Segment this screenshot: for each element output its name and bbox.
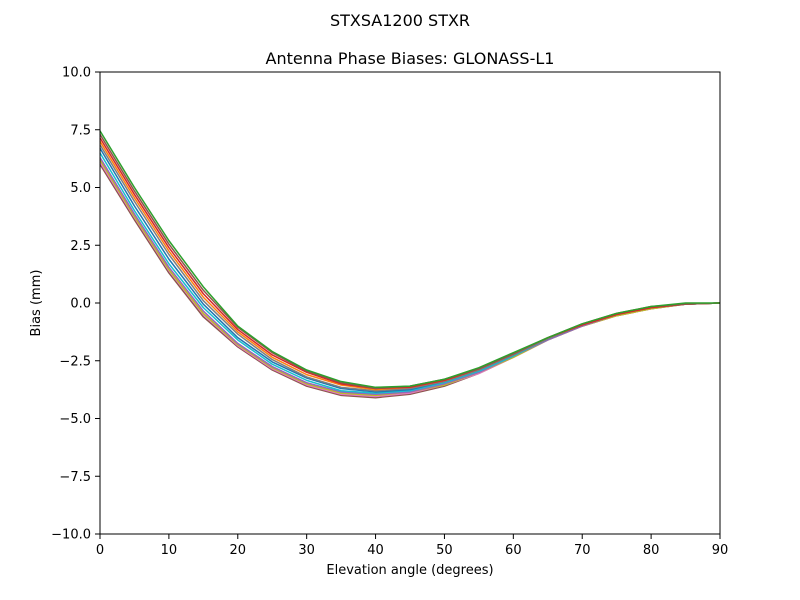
- y-tick-label: −2.5: [59, 354, 91, 369]
- series-line-7: [99, 144, 721, 392]
- series-layer: [99, 130, 721, 399]
- x-tick-label: 30: [298, 543, 315, 558]
- y-tick-label: 10.0: [62, 66, 91, 81]
- x-tick-label: 70: [574, 543, 591, 558]
- series-line-9: [99, 137, 721, 390]
- y-tick-label: −7.5: [59, 470, 91, 485]
- y-tick-label: 5.0: [70, 181, 91, 196]
- x-tick-label: 60: [505, 543, 522, 558]
- series-line-6: [99, 147, 721, 393]
- x-axis-ticks: 0 10 20 30 40 50 60 70 80 90: [96, 534, 728, 558]
- x-tick-label: 50: [436, 543, 453, 558]
- x-tick-label: 40: [367, 543, 384, 558]
- y-axis-label: Bias (mm): [29, 270, 44, 337]
- x-axis-label: Elevation angle (degrees): [326, 563, 493, 578]
- x-tick-label: 80: [643, 543, 660, 558]
- chart-title: Antenna Phase Biases: GLONASS-L1: [266, 49, 555, 68]
- y-tick-label: −10.0: [51, 528, 91, 543]
- x-tick-label: 0: [96, 543, 104, 558]
- x-tick-label: 90: [712, 543, 729, 558]
- y-axis-ticks: −10.0 −7.5 −5.0 −2.5 0.0 2.5 5.0 7.5 10.0: [51, 66, 100, 543]
- series-line-11: [99, 130, 720, 389]
- x-tick-label: 10: [161, 543, 178, 558]
- series-line-10: [99, 133, 721, 390]
- y-tick-label: 0.0: [70, 297, 91, 312]
- y-tick-label: 2.5: [70, 239, 91, 254]
- y-tick-label: 7.5: [70, 123, 91, 138]
- x-tick-label: 20: [230, 543, 247, 558]
- figure-suptitle: STXSA1200 STXR: [330, 11, 470, 30]
- series-line-8: [99, 140, 721, 391]
- y-tick-label: −5.0: [59, 412, 91, 427]
